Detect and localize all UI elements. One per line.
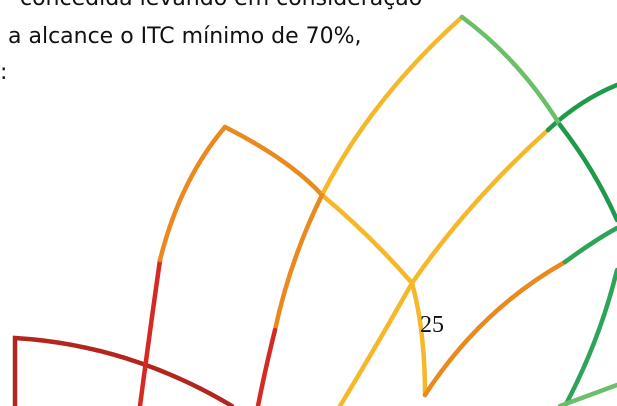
decoration xyxy=(0,0,617,406)
curve xyxy=(565,228,617,262)
page: concedida levando em consideração a alca… xyxy=(0,0,617,406)
curve xyxy=(15,338,232,406)
curve xyxy=(462,17,560,125)
page-number: 25 xyxy=(420,312,444,339)
curve xyxy=(225,127,322,195)
curve xyxy=(340,283,412,406)
curve xyxy=(412,130,548,283)
text-line: a alcance o ITC mínimo de 70%, xyxy=(8,26,362,48)
text-line: concedida levando em consideração xyxy=(20,0,422,10)
curve xyxy=(322,195,412,283)
curve xyxy=(275,195,322,330)
curve xyxy=(412,283,425,395)
curve xyxy=(560,125,617,220)
curve xyxy=(258,330,275,406)
text-line: : xyxy=(0,62,7,84)
curve xyxy=(140,260,160,406)
curve xyxy=(160,127,225,260)
curve xyxy=(425,262,565,395)
